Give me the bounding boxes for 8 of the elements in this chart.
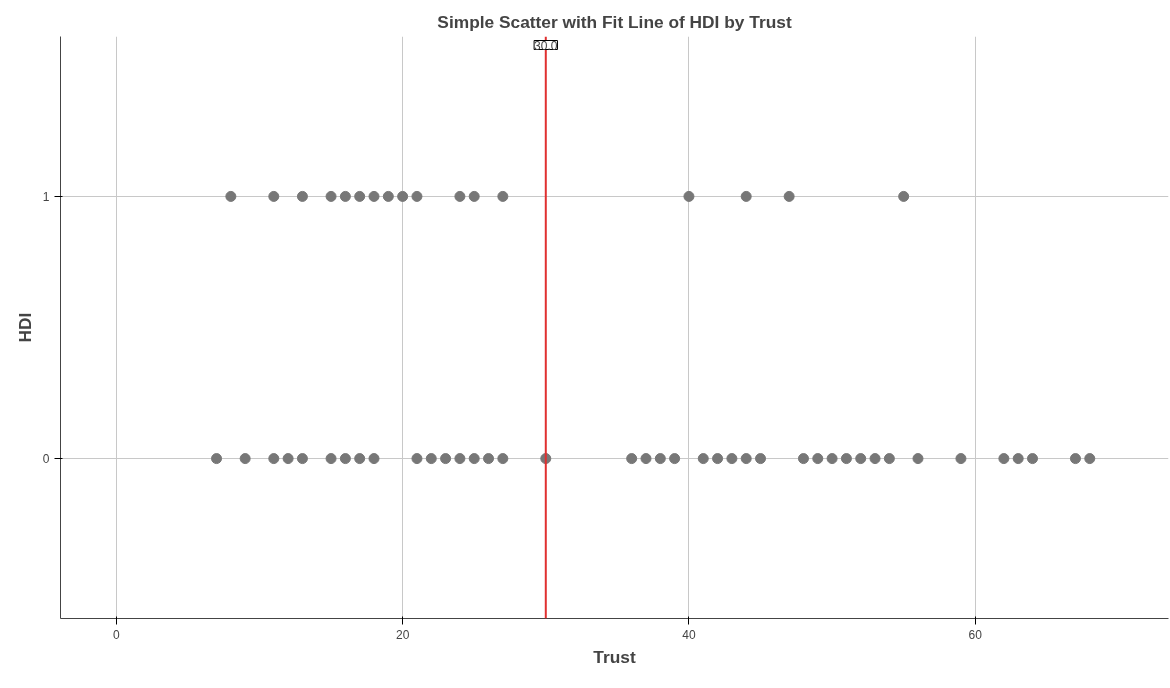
x-tick-label: 60 xyxy=(968,627,983,642)
x-tick-label: 40 xyxy=(682,627,696,642)
chart-title: Simple Scatter with Fit Line of HDI by Trust xyxy=(437,11,792,32)
y-tick-label: 1 xyxy=(42,189,50,204)
y-axis-title: HDI xyxy=(14,312,35,343)
x-tick-label: 20 xyxy=(395,627,410,642)
x-axis-title: Trust xyxy=(593,646,636,667)
x-tick-label: 0 xyxy=(112,627,120,642)
